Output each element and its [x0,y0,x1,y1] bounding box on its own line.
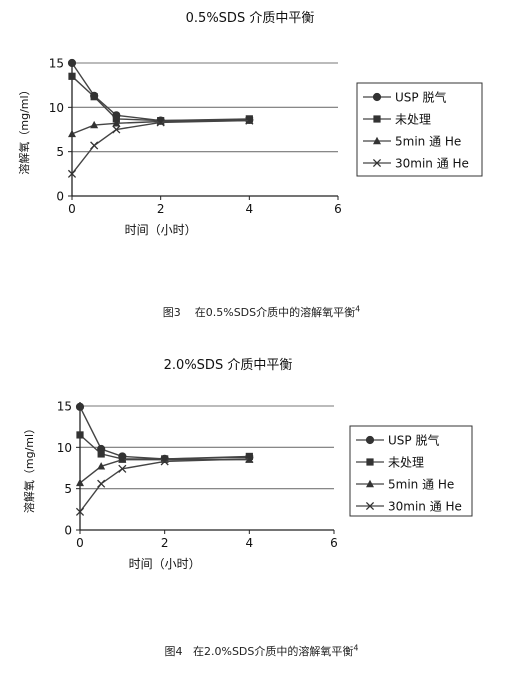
data-point [68,72,76,80]
legend-label: 30min 通 He [388,500,462,514]
y-tick-label: 5 [56,145,64,159]
data-point [68,129,76,138]
caption-2-sup: 4 [353,643,359,653]
series-line-1 [71,75,250,122]
legend-marker [373,115,381,123]
legend-label: 5min 通 He [395,135,461,149]
legend-marker [372,158,382,168]
series-3 [67,116,254,178]
chart-0.5-sds: 0.5%SDS 介质中平衡 0 5 10 15 0 2 4 6 时间（小时） 溶解氧（mg/ml） U… [0,0,523,330]
x-tick-label: 6 [334,202,342,216]
series-line-0 [71,62,250,122]
data-point [67,169,77,178]
data-point [97,479,106,488]
x-tick-label: 2 [157,202,165,216]
data-point [75,507,85,516]
data-point [118,464,127,473]
legend-marker [365,435,375,445]
series-line-2 [79,458,250,484]
legend-label: 30min 通 He [395,157,469,171]
caption-1-sup: 4 [355,304,361,314]
data-point [90,141,99,150]
data-point [112,119,121,127]
caption-2-text: 在2.0%SDS介质中的溶解氧平衡 [193,645,354,658]
data-point [75,402,85,411]
data-point [76,478,84,487]
legend-label: USP 脱气 [395,90,446,105]
series-1 [68,72,253,125]
y-tick-label: 15 [49,57,64,71]
data-point [112,115,120,123]
y-tick-label: 10 [57,441,72,455]
data-point [112,125,121,134]
y-tick-label: 10 [49,101,64,115]
caption-1: 图3 在0.5%SDS介质中的溶解氧平衡4 [0,304,523,320]
y-tick-label: 15 [57,400,72,414]
series-3 [75,454,254,516]
caption-2-prefix: 图4 [164,645,183,658]
legend-marker [366,479,374,488]
data-point [97,450,105,458]
series-line-3 [79,458,250,513]
data-point [118,455,127,463]
y-tick-label: 5 [64,482,72,496]
data-point [156,118,165,127]
caption-1-text: 在0.5%SDS介质中的溶解氧平衡 [194,306,356,319]
y-axis-label: 溶解氧（mg/ml） [22,423,36,513]
chart-title: 2.0%SDS 介质中平衡 [164,358,293,373]
data-point [245,116,254,125]
y-axis-label: 溶解氧（mg/ml） [17,84,31,174]
legend-label: 未处理 [388,456,424,470]
legend-label: USP 脱气 [388,433,439,448]
caption-2: 图4 在2.0%SDS介质中的溶解氧平衡4 [0,643,523,659]
legend-marker [372,92,382,102]
data-point [90,120,99,129]
data-point [67,58,77,68]
chart-title: 0.5%SDS 介质中平衡 [186,11,315,26]
caption-1-prefix: 图3 [162,306,181,319]
series-line-0 [79,406,250,460]
x-tick-label: 4 [246,536,254,550]
x-tick-label: 0 [68,202,76,216]
y-tick-label: 0 [64,524,72,538]
legend-label: 未处理 [395,113,431,127]
series-line-3 [71,119,250,175]
legend-marker [366,458,374,466]
data-point [245,454,254,463]
data-point [90,93,98,101]
x-tick-label: 0 [76,536,84,550]
legend-marker [373,136,381,145]
y-tick-label: 0 [56,190,64,204]
chart-svg-1: 0.5%SDS 介质中平衡 0 5 10 15 0 2 4 6 时间（小时） 溶解氧（mg/ml） U… [17,11,483,237]
series-0 [67,58,254,125]
chart-svg-2: 2.0%SDS 介质中平衡 0 5 10 15 0 2 4 6 时间（小时） 溶解氧（mg/ml） U… [22,358,473,571]
x-tick-label: 2 [161,536,169,550]
x-tick-label: 6 [330,536,338,550]
x-axis-label: 时间（小时） [125,223,197,237]
data-point [160,457,169,466]
legend-label: 5min 通 He [388,478,454,492]
data-point [97,462,106,470]
legend-marker [365,501,375,511]
x-tick-label: 4 [246,202,254,216]
data-point [76,431,84,439]
x-axis-label: 时间（小时） [129,557,201,571]
chart-2.0-sds: 2.0%SDS 介质中平衡 0 5 10 15 0 2 4 6 时间（小时） 溶解氧（mg/ml） U… [0,345,523,673]
